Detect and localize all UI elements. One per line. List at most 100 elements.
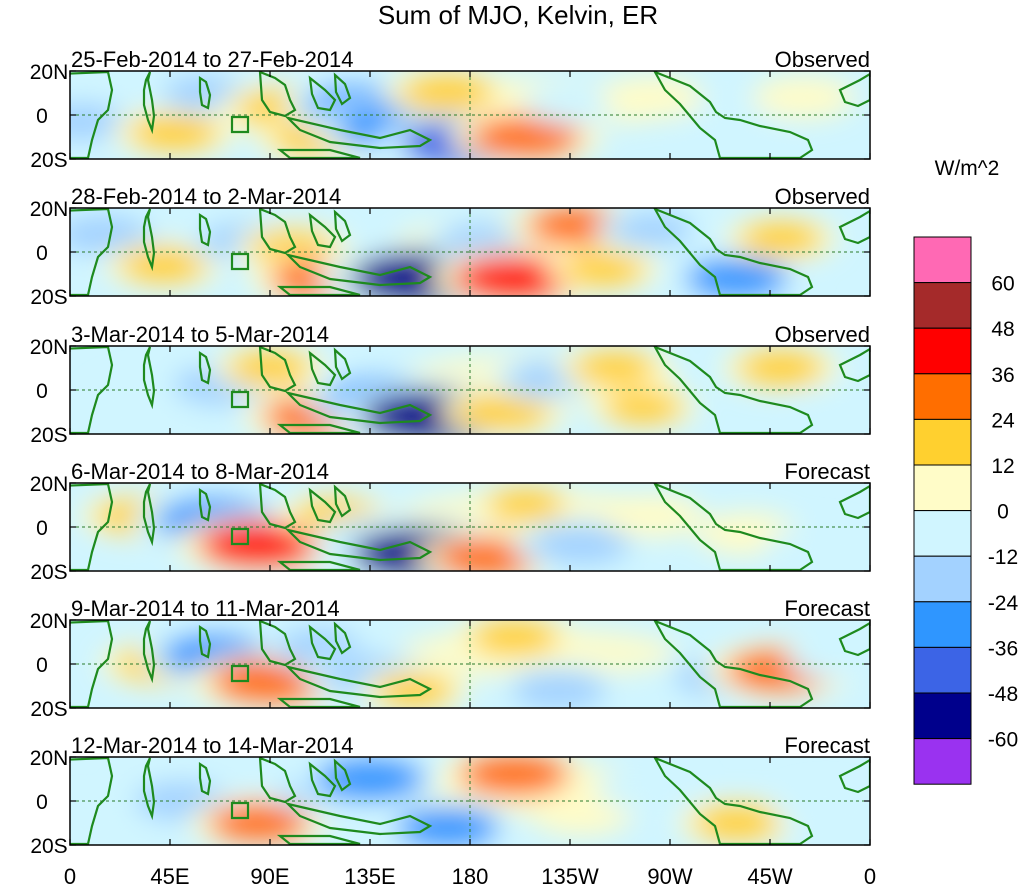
- anomaly-blob: [531, 524, 631, 565]
- panel-field: [70, 208, 870, 296]
- anomaly-blob: [511, 670, 607, 708]
- lon-label: 45E: [150, 864, 189, 889]
- anomaly-blob: [70, 810, 120, 845]
- lat-label: 20S: [30, 286, 67, 309]
- anomaly-field: [93, 346, 870, 434]
- colorbar-box-36-to-48: [913, 327, 972, 375]
- lat-label: 0: [36, 791, 48, 814]
- colorbar-box-12-to-24: [913, 418, 972, 466]
- panel-date-range: 28-Feb-2014 to 2-Mar-2014: [71, 184, 341, 209]
- anomaly-blob: [209, 803, 309, 843]
- lat-label: 0: [36, 654, 48, 677]
- colorbar-box-0-to-12: [913, 464, 972, 512]
- colorbar-labels: 60 48 36 24 12 0 -12 -24 -36 -48 -60: [988, 273, 1019, 752]
- lat-label: 20N: [30, 336, 69, 359]
- map-panel-5: 9-Mar-2014 to 11-Mar-2014 Forecast 20N 0 20S: [30, 596, 871, 721]
- anomaly-blob: [777, 532, 852, 566]
- panel-date-range: 25-Feb-2014 to 27-Feb-2014: [71, 47, 354, 72]
- lat-label: 20N: [30, 610, 69, 633]
- colorbar-box-48-to-60: [913, 282, 972, 329]
- anomaly-blob: [198, 521, 320, 568]
- lat-label: 20S: [30, 561, 67, 584]
- panel-field: [70, 620, 870, 708]
- anomaly-blob: [470, 115, 581, 159]
- panel-date-range: 3-Mar-2014 to 5-Mar-2014: [71, 322, 329, 347]
- map-panel-4: 6-Mar-2014 to 8-Mar-2014 Forecast 20N 0 20S: [30, 459, 871, 584]
- anomaly-blob: [685, 257, 789, 296]
- colorbar-box-24-to-36: [913, 373, 972, 420]
- anomaly-blob: [120, 247, 206, 284]
- anomaly-blob: [130, 114, 219, 152]
- colorbar-box-m12-to-0: [913, 510, 972, 557]
- colorbar-label: -24: [988, 592, 1019, 615]
- panel-date-range: 6-Mar-2014 to 8-Mar-2014: [71, 459, 329, 484]
- lon-label: 0: [64, 864, 76, 889]
- anomaly-blob: [740, 221, 822, 257]
- colorbar-label: -48: [988, 683, 1018, 706]
- lon-label: 90E: [250, 864, 289, 889]
- anomaly-field: [70, 71, 856, 159]
- lon-label: 180: [452, 864, 489, 889]
- colorbar-box-m48-to-m36: [913, 646, 972, 694]
- panel-date-range: 12-Mar-2014 to 14-Mar-2014: [71, 733, 353, 758]
- anomaly-field: [70, 757, 870, 845]
- colorbar-box-m36-to-m24: [913, 601, 972, 648]
- map-panel-1: 25-Feb-2014 to 27-Feb-2014 Observed 20N 0 20…: [30, 47, 871, 172]
- colorbar-label: 60: [991, 273, 1014, 296]
- colorbar-box-above-60: [913, 236, 972, 284]
- colorbar-label: 24: [991, 409, 1015, 432]
- anomaly-blob: [544, 797, 619, 831]
- panel-status: Observed: [775, 322, 870, 347]
- lat-label: 20S: [30, 424, 67, 447]
- lat-label: 20S: [30, 835, 67, 858]
- lon-label: 0: [864, 864, 876, 889]
- anomaly-blob: [790, 796, 861, 828]
- anomaly-blob: [396, 806, 500, 845]
- map-panels: 25-Feb-2014 to 27-Feb-2014 Observed 20N 0 20…: [30, 47, 871, 858]
- anomaly-blob: [229, 350, 311, 386]
- colorbar-label: 36: [991, 364, 1014, 387]
- colorbar-box-m24-to-m12: [913, 555, 972, 603]
- colorbar-label: 0: [997, 501, 1009, 524]
- lat-label: 20N: [30, 473, 69, 496]
- anomaly-blob: [562, 252, 644, 288]
- colorbar-label: -12: [988, 546, 1018, 569]
- map-panel-3: 3-Mar-2014 to 5-Mar-2014 Observed 20N 0 20S: [30, 322, 871, 447]
- figure-title: Sum of MJO, Kelvin, ER: [378, 0, 658, 30]
- anomaly-blob: [459, 757, 570, 797]
- colorbar-label: 12: [991, 455, 1014, 478]
- anomaly-blob: [738, 350, 824, 386]
- colorbar-label: -36: [988, 637, 1018, 660]
- lat-label: 0: [36, 105, 48, 128]
- colorbar-label: 48: [991, 318, 1014, 341]
- lon-label: 45W: [747, 864, 792, 889]
- panel-status: Observed: [775, 184, 870, 209]
- anomaly-blob: [454, 255, 575, 296]
- anomaly-blob: [401, 74, 494, 112]
- anomaly-blob: [799, 643, 870, 677]
- lon-label: 135E: [344, 864, 395, 889]
- lat-label: 20N: [30, 61, 69, 84]
- panel-field: [70, 757, 870, 845]
- colorbar-boxes: [913, 236, 972, 785]
- anomaly-blob: [375, 673, 454, 708]
- anomaly-blob: [470, 620, 559, 657]
- colorbar-label: -60: [988, 729, 1018, 752]
- anomaly-blob: [70, 103, 126, 141]
- anomaly-blob: [812, 391, 870, 424]
- lat-label: 0: [36, 380, 48, 403]
- lon-label: 90W: [647, 864, 692, 889]
- anomaly-blob: [537, 87, 616, 121]
- map-panel-2: 28-Feb-2014 to 2-Mar-2014 Observed 20N 0 20S: [30, 184, 871, 309]
- longitude-axis: 0 45E 90E 135E 180 135W 90W 45W 0: [64, 864, 876, 889]
- colorbar-units: W/m^2: [935, 157, 1000, 180]
- anomaly-blob: [486, 488, 565, 522]
- panel-status: Forecast: [784, 459, 870, 484]
- lat-label: 0: [36, 242, 48, 265]
- lat-label: 20N: [30, 198, 69, 221]
- panel-date-range: 9-Mar-2014 to 11-Mar-2014: [71, 596, 340, 621]
- anomaly-blob: [611, 212, 693, 248]
- anomaly-blob: [615, 80, 690, 114]
- anomaly-blob: [604, 390, 683, 425]
